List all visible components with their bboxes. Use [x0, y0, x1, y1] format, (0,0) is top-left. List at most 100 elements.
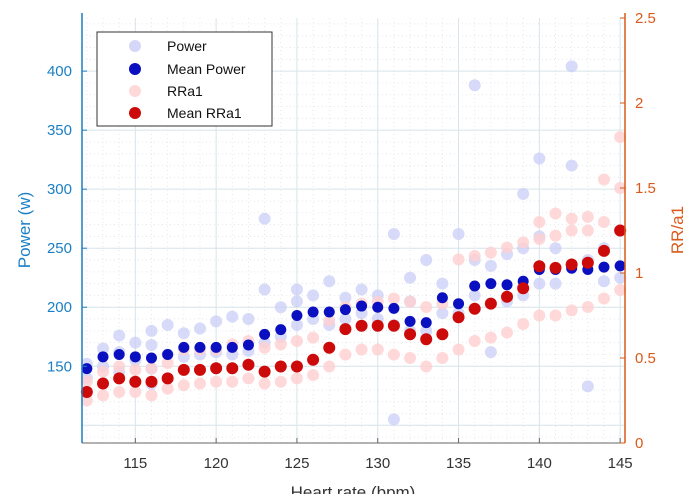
y-right-tick-label: 0.5 [635, 350, 656, 367]
rra1-point [290, 335, 303, 347]
legend-marker-mean-power [129, 63, 141, 75]
power-point [387, 413, 400, 426]
x-tick-label: 125 [284, 455, 309, 472]
power-point [290, 318, 303, 331]
power-point [290, 283, 303, 296]
y-left-tick-label: 150 [47, 358, 72, 375]
mean-rra1-point [597, 244, 610, 257]
power-point [420, 324, 433, 337]
power-point [290, 295, 303, 308]
power-point [129, 336, 142, 349]
x-tick-label: 140 [527, 455, 552, 472]
mean-rra1-point [307, 353, 320, 366]
y-left-tick-label: 200 [47, 299, 72, 316]
mean-power-point [178, 341, 190, 353]
legend-label-rra1: RRa1 [167, 83, 203, 99]
rra1-point [80, 394, 93, 407]
rra1-point [113, 386, 126, 398]
legend-marker-mean-rra1 [129, 107, 141, 119]
rra1-point [581, 210, 594, 223]
power-point [517, 187, 530, 200]
power-point [258, 212, 271, 225]
rra1-point [565, 304, 578, 317]
power-point [274, 301, 287, 314]
rra1-point [258, 377, 271, 390]
power-point [452, 228, 465, 241]
mean-power-point [420, 317, 432, 329]
power-point [113, 329, 126, 342]
mean-rra1-point [452, 311, 465, 324]
power-point [145, 339, 158, 352]
mean-rra1-point [565, 258, 578, 271]
mean-power-point [145, 352, 157, 364]
mean-power-point [259, 328, 271, 340]
rra1-point [290, 372, 303, 385]
rra1-point [387, 348, 400, 361]
mean-rra1-point [355, 319, 368, 332]
power-point [258, 283, 271, 296]
mean-rra1-point [517, 282, 530, 295]
mean-rra1-point [501, 290, 514, 303]
legend-marker-rra1 [129, 85, 141, 97]
mean-rra1-point [210, 362, 223, 375]
power-point [565, 60, 578, 73]
mean-rra1-point [339, 323, 352, 336]
power-point [145, 324, 158, 337]
mean-rra1-point [242, 358, 255, 371]
rra1-point [129, 386, 142, 398]
power-point [226, 310, 239, 323]
power-point [484, 346, 497, 359]
mean-rra1-point [420, 333, 433, 346]
rra1-point [549, 309, 562, 322]
mean-power-point [614, 260, 626, 272]
rra1-point [323, 360, 336, 373]
power-point [549, 242, 562, 255]
power-point [210, 315, 223, 328]
y-left-axis-label: Power (w) [15, 192, 34, 269]
rra1-point [468, 250, 481, 262]
y-left-tick-label: 250 [47, 240, 72, 257]
rra1-point [484, 246, 497, 259]
mean-power-point [469, 280, 481, 292]
power-point [177, 327, 190, 340]
power-point [614, 271, 627, 284]
rra1-point [501, 326, 514, 339]
rra1-point [614, 284, 627, 296]
mean-power-point [81, 363, 93, 375]
x-tick-label: 115 [123, 455, 147, 472]
rra1-point [161, 382, 174, 395]
mean-rra1-point [533, 260, 546, 273]
mean-rra1-point [226, 362, 239, 375]
rra1-point [614, 131, 627, 143]
mean-rra1-point [97, 377, 110, 390]
rra1-point [193, 377, 206, 390]
y-right-tick-label: 2 [635, 95, 643, 112]
rra1-point [145, 362, 158, 375]
mean-rra1-point [484, 297, 497, 310]
mean-rra1-point [113, 372, 126, 385]
power-point [339, 291, 352, 304]
mean-rra1-point [371, 319, 384, 332]
y-left-tick-label: 300 [47, 181, 72, 198]
rra1-point [549, 229, 562, 242]
mean-rra1-point [549, 261, 562, 274]
rra1-point [226, 375, 239, 388]
mean-rra1-point [468, 302, 481, 315]
rra1-point [274, 375, 287, 388]
legend: Power Mean Power RRa1 Mean RRa1 [96, 31, 273, 127]
y-right-axis-label: RR/a1 [668, 206, 687, 254]
rra1-point [113, 360, 126, 373]
power-point [193, 322, 206, 335]
mean-power-point [307, 306, 319, 318]
power-point [436, 307, 449, 320]
y-left-tick-label: 400 [47, 63, 72, 80]
rra1-point [533, 309, 546, 322]
rra1-point [274, 338, 287, 351]
rra1-point [581, 224, 594, 237]
power-point [355, 283, 368, 296]
power-point [533, 152, 546, 165]
rra1-point [97, 365, 110, 378]
legend-box [96, 31, 273, 127]
rra1-point [565, 224, 578, 237]
